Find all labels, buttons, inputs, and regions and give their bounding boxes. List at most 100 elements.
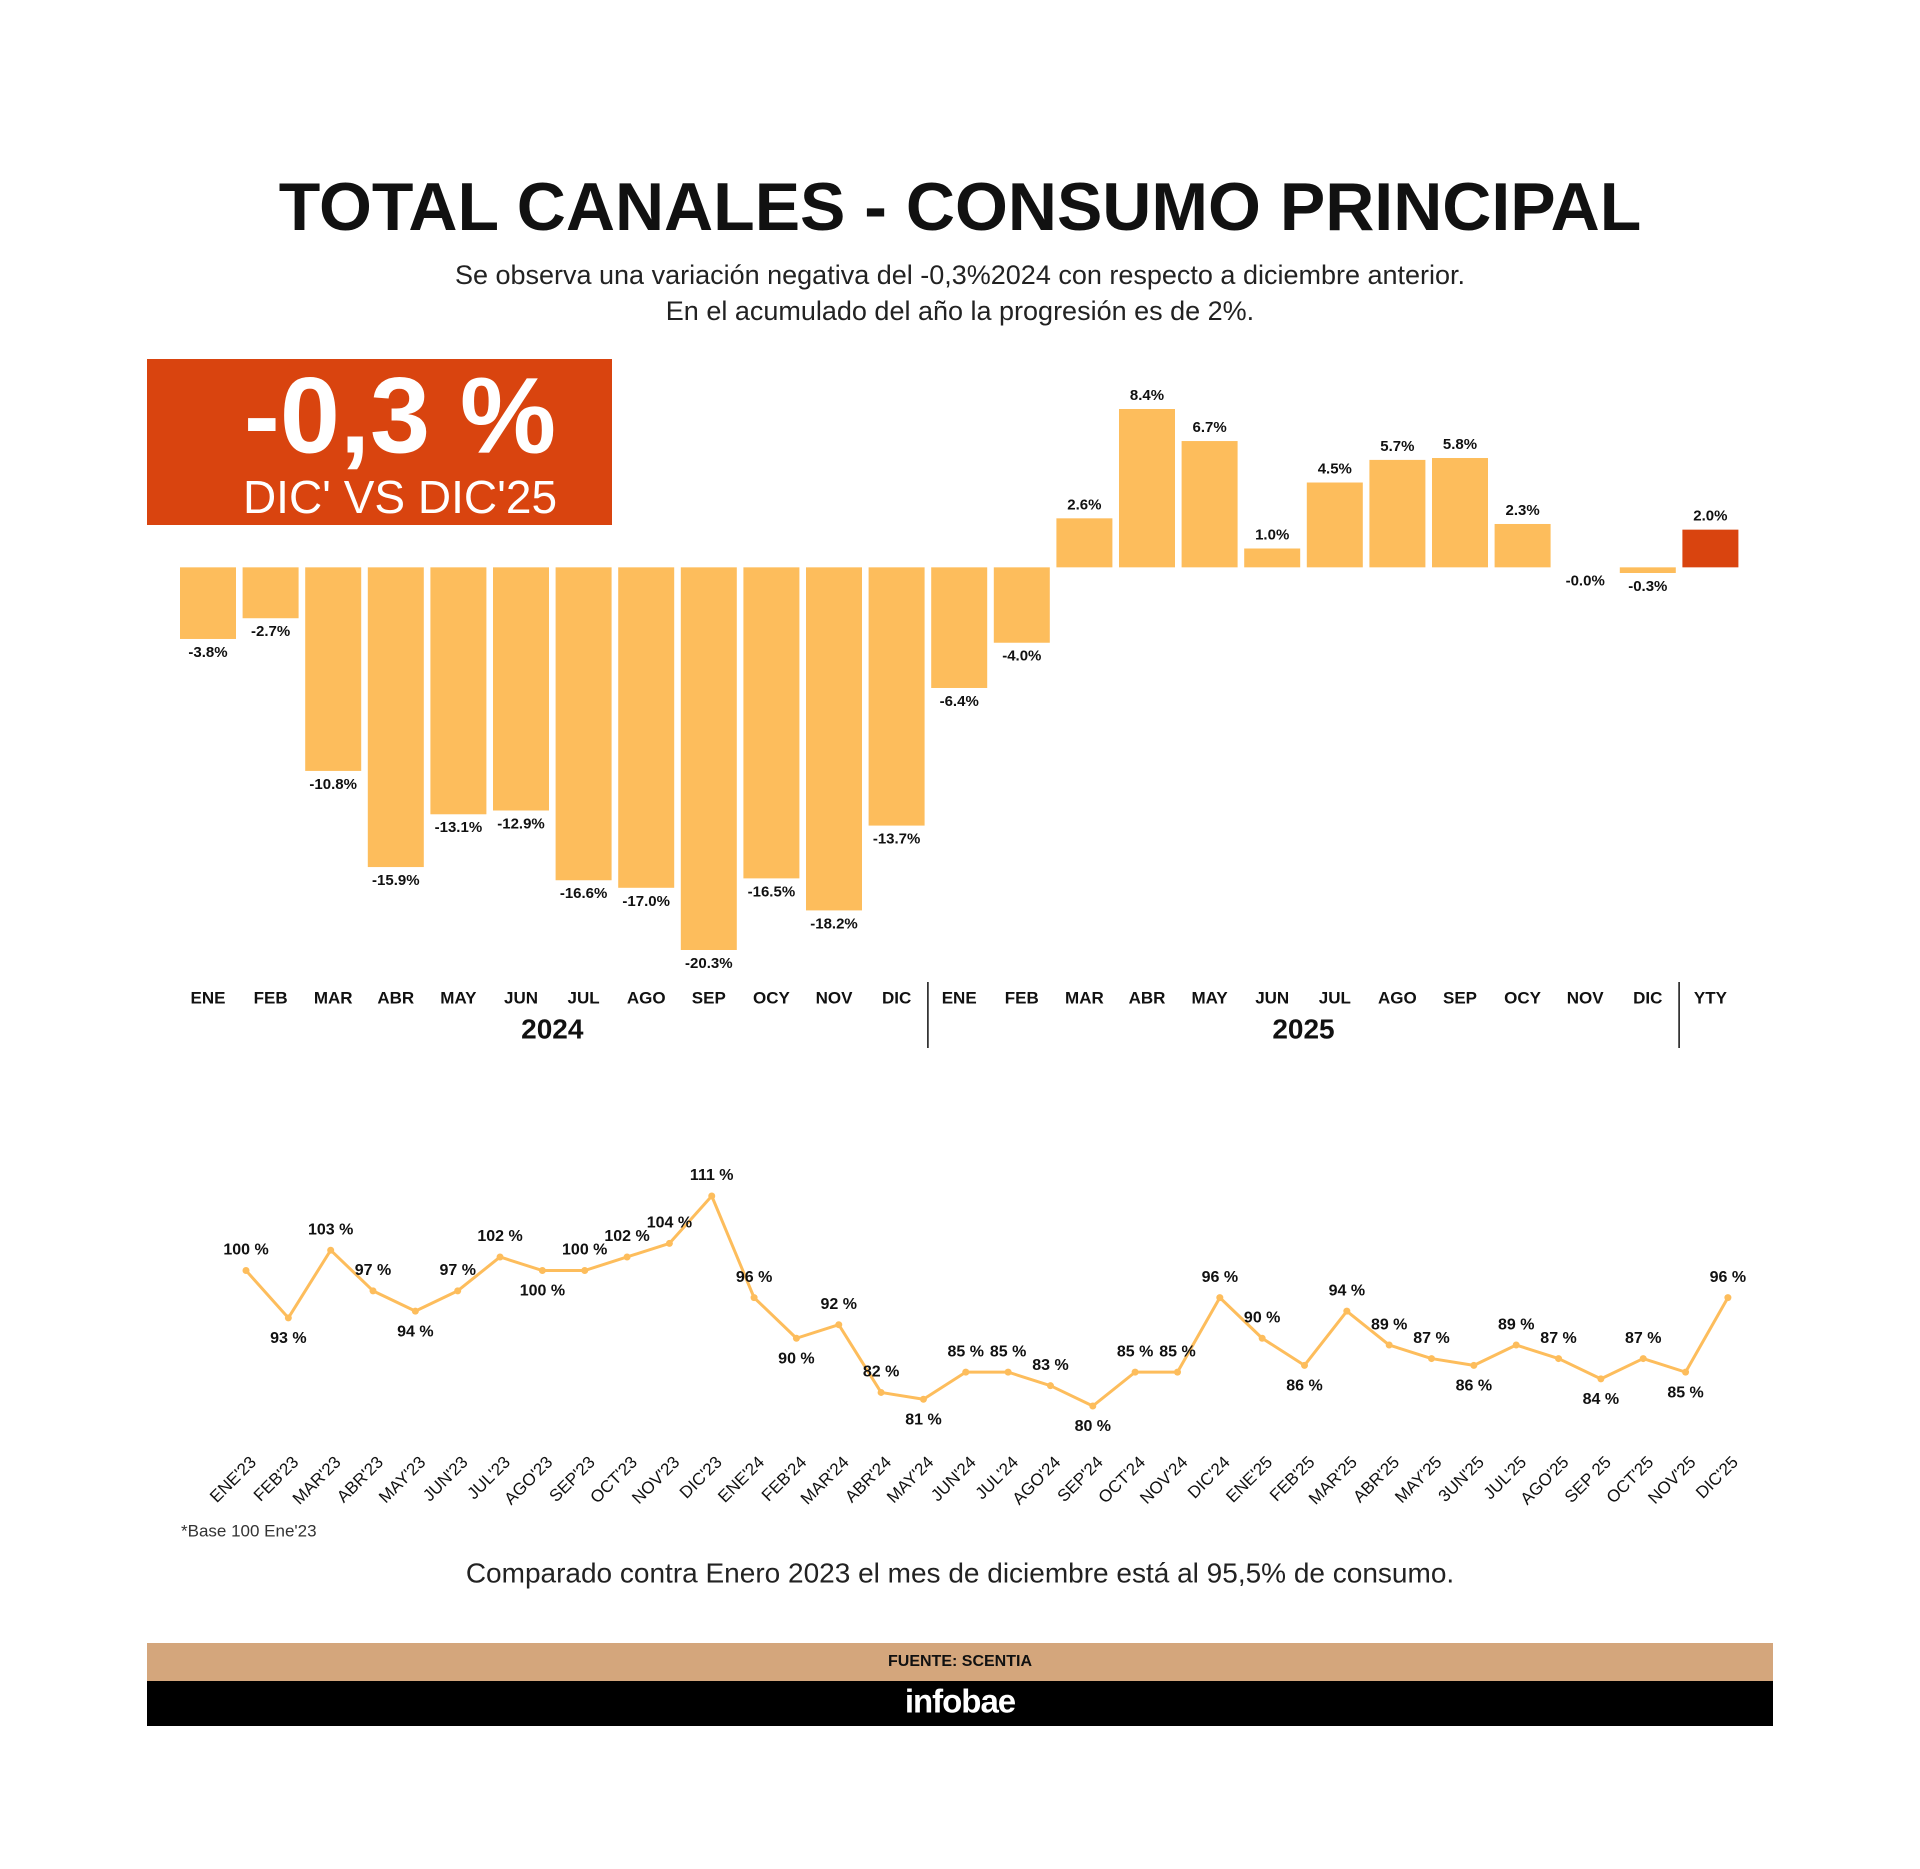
subtitle: En el acumulado del año la progresión es… (666, 296, 1254, 326)
bar (868, 567, 925, 826)
value-label: 6.7% (1192, 419, 1226, 436)
bar (618, 567, 675, 888)
title: TOTAL CANALES - CONSUMO PRINCIPAL (279, 169, 1642, 245)
value-label: 5.8% (1443, 436, 1477, 453)
x-tick-label: FEB (254, 988, 288, 1007)
value-label: 81 % (905, 1411, 941, 1428)
value-label: 83 % (1032, 1357, 1068, 1374)
value-label: -10.8% (309, 776, 357, 793)
source-bar (147, 1643, 1773, 1681)
bar (1682, 529, 1739, 568)
value-label: 85 % (1159, 1343, 1195, 1360)
value-label: -20.3% (685, 955, 733, 972)
value-label: 94 % (397, 1323, 433, 1340)
value-label: 96 % (736, 1269, 772, 1286)
x-tick-label: YTY (1694, 988, 1728, 1007)
value-label: 85 % (990, 1343, 1026, 1360)
value-label: 90 % (1244, 1309, 1280, 1326)
bar (367, 567, 424, 868)
bar (242, 567, 299, 619)
bar (1119, 409, 1175, 568)
value-label: 82 % (863, 1364, 899, 1381)
bar (1056, 518, 1113, 568)
x-tick-label: DIC (882, 988, 911, 1007)
bar (931, 567, 988, 688)
value-label: 85 % (948, 1343, 984, 1360)
value-label: 2.3% (1505, 502, 1539, 519)
x-tick-label: NOV'25 (1644, 1453, 1699, 1508)
value-label: -16.6% (560, 885, 608, 902)
point (708, 1192, 716, 1200)
point (1597, 1375, 1605, 1383)
highlight-box (147, 359, 612, 525)
point (1131, 1368, 1139, 1376)
bar (806, 567, 862, 911)
x-tick-label: MAY'24 (883, 1453, 937, 1507)
point (242, 1267, 250, 1275)
x-tick-label: AGO (627, 988, 666, 1007)
bar (555, 567, 612, 881)
value-label: -2.7% (251, 623, 290, 640)
value-label: 100 % (223, 1242, 268, 1259)
group-label: 2024 (521, 1013, 584, 1044)
bar (680, 567, 737, 950)
point (835, 1321, 843, 1329)
value-label: 104 % (647, 1215, 692, 1232)
value-label: -16.5% (748, 883, 796, 900)
x-tick-label: JUN'24 (927, 1453, 979, 1505)
x-tick-label: DIC'25 (1692, 1453, 1742, 1503)
footnote: *Base 100 Ene'23 (181, 1521, 317, 1540)
point (1216, 1294, 1224, 1302)
value-label: -13.1% (435, 819, 483, 836)
x-tick-label: OCY (1504, 988, 1542, 1007)
value-label: -13.7% (873, 831, 921, 848)
x-tick-label: ENE (191, 988, 226, 1007)
value-label: -6.4% (940, 693, 979, 710)
point (1428, 1355, 1436, 1363)
value-label: 87 % (1625, 1330, 1661, 1347)
value-label: 2.6% (1067, 496, 1101, 513)
x-tick-label: NOV (816, 988, 854, 1007)
x-tick-label: JUN'23 (419, 1453, 471, 1505)
point (1258, 1334, 1266, 1342)
point (1173, 1368, 1181, 1376)
x-tick-label: SEP (692, 988, 726, 1007)
value-label: 2.0% (1693, 508, 1727, 525)
point (1682, 1368, 1690, 1376)
value-label: 80 % (1075, 1418, 1111, 1435)
value-label: 89 % (1371, 1316, 1407, 1333)
point (1385, 1341, 1393, 1349)
value-label: 84 % (1583, 1391, 1619, 1408)
x-tick-label: JUL (1319, 988, 1351, 1007)
value-label: 85 % (1117, 1343, 1153, 1360)
highlight-caption: DIC' VS DIC'25 (243, 471, 557, 523)
value-label: 85 % (1667, 1384, 1703, 1401)
value-label: 111 % (690, 1167, 734, 1184)
value-label: 97 % (439, 1262, 475, 1279)
value-label: 86 % (1456, 1378, 1492, 1395)
point (369, 1287, 377, 1295)
point (1046, 1382, 1054, 1390)
point (919, 1395, 927, 1403)
point (411, 1307, 419, 1315)
point (665, 1239, 673, 1247)
x-tick-label: OCY (753, 988, 791, 1007)
x-tick-label: JUL (568, 988, 600, 1007)
value-label: -12.9% (497, 815, 545, 832)
point (1301, 1361, 1308, 1369)
point (750, 1294, 758, 1302)
x-tick-label: SEP (1443, 988, 1477, 1007)
group-label: 2025 (1272, 1013, 1334, 1044)
bar (180, 567, 236, 639)
x-tick-label: ENE'24 (714, 1453, 768, 1507)
point (1724, 1294, 1732, 1302)
line (244, 1194, 1730, 1408)
point (1089, 1402, 1097, 1410)
x-tick-label: NOV'24 (1136, 1453, 1191, 1508)
value-label: 92 % (821, 1296, 857, 1313)
point (1512, 1341, 1520, 1349)
x-tick-label: AGO (1378, 988, 1417, 1007)
x-tick-label: MAY (440, 988, 477, 1007)
value-label: 86 % (1286, 1378, 1322, 1395)
